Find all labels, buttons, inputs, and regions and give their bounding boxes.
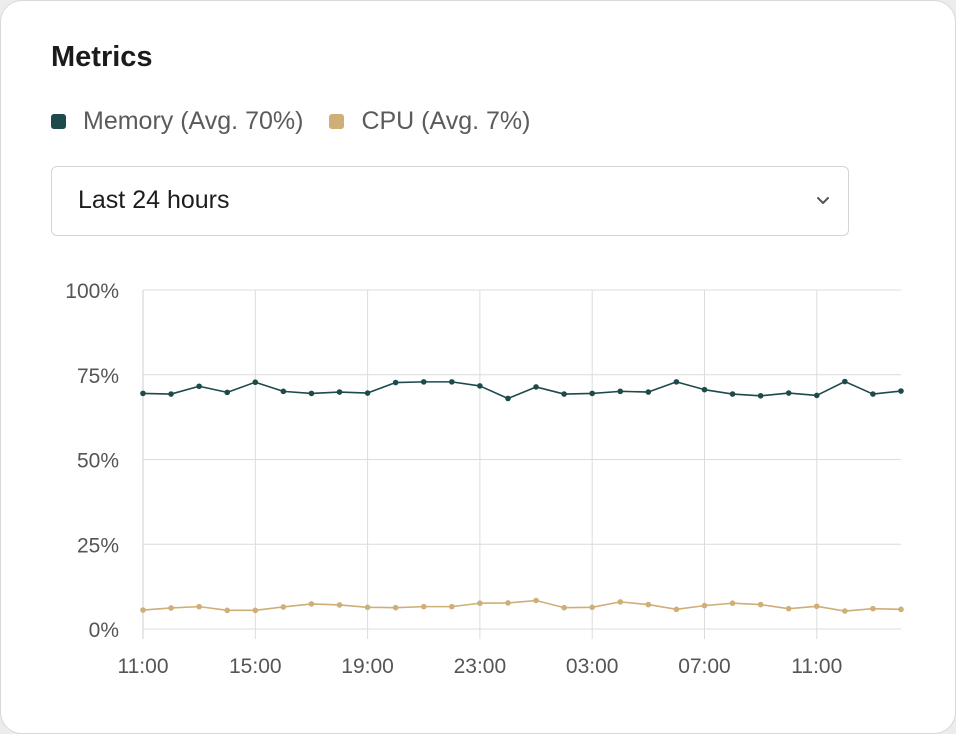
x-tick-label: 07:00	[678, 655, 731, 678]
cpu-data-point	[870, 605, 876, 612]
memory-data-point	[477, 383, 483, 389]
memory-swatch	[51, 114, 66, 129]
memory-data-point	[140, 390, 146, 397]
memory-data-point	[898, 388, 904, 394]
x-tick-label: 11:00	[791, 655, 842, 678]
cpu-data-point	[617, 599, 624, 605]
time-range-value: Last 24 hours	[78, 186, 230, 214]
cpu-swatch	[329, 114, 345, 129]
y-tick-label: 100%	[65, 280, 119, 303]
cpu-data-point	[589, 604, 595, 611]
memory-data-point	[842, 378, 848, 385]
cpu-data-point	[813, 603, 820, 610]
memory-data-point	[336, 389, 343, 395]
cpu-data-point	[477, 600, 483, 607]
cpu-data-point	[701, 602, 708, 609]
memory-data-point	[420, 379, 427, 385]
memory-data-point	[224, 389, 231, 396]
memory-data-point	[561, 391, 567, 397]
legend-item-memory[interactable]: Memory (Avg. 70%)	[51, 107, 303, 136]
memory-data-point	[729, 391, 736, 397]
cpu-data-point	[785, 605, 792, 612]
memory-data-point	[364, 390, 371, 396]
x-tick-label: 03:00	[566, 655, 619, 678]
legend-item-cpu[interactable]: CPU (Avg. 7%)	[329, 107, 530, 136]
cpu-series-line	[142, 599, 902, 612]
x-tick-label: 23:00	[454, 655, 507, 678]
memory-data-point	[168, 391, 174, 397]
cpu-data-point	[561, 604, 567, 611]
cpu-data-point	[449, 603, 455, 610]
memory-data-point	[785, 390, 792, 396]
cpu-data-point	[729, 600, 736, 607]
memory-data-point	[196, 383, 202, 390]
cpu-data-point	[168, 605, 174, 611]
memory-series-line	[142, 380, 902, 400]
cpu-data-point	[196, 603, 202, 610]
memory-data-point	[449, 379, 455, 385]
memory-data-point	[252, 379, 259, 386]
memory-data-point	[870, 391, 876, 397]
cpu-data-point	[420, 603, 427, 610]
legend-label-memory: Memory (Avg. 70%)	[83, 107, 304, 135]
y-tick-label: 25%	[77, 534, 119, 557]
chart-legend: Memory (Avg. 70%) CPU (Avg. 7%)	[51, 107, 556, 136]
time-range-select[interactable]: Last 24 hours	[51, 166, 849, 236]
cpu-data-point	[842, 608, 848, 614]
cpu-data-point	[673, 606, 680, 613]
x-tick-label: 15:00	[229, 655, 282, 678]
y-tick-label: 50%	[77, 450, 119, 473]
legend-label-cpu: CPU (Avg. 7%)	[361, 107, 531, 135]
memory-data-point	[589, 390, 595, 397]
x-tick-label: 19:00	[341, 655, 394, 678]
card-title: Metrics	[51, 41, 153, 73]
cpu-data-point	[898, 606, 904, 613]
cpu-data-point	[140, 607, 146, 613]
cpu-data-point	[252, 607, 259, 614]
memory-data-point	[505, 395, 511, 402]
cpu-data-point	[280, 604, 287, 610]
cpu-data-point	[308, 601, 315, 607]
y-tick-label: 0%	[89, 619, 119, 642]
cpu-data-point	[757, 601, 764, 608]
chevron-down-icon	[817, 197, 829, 204]
memory-data-point	[392, 379, 399, 386]
cpu-data-point	[224, 607, 231, 614]
memory-data-point	[617, 388, 624, 395]
y-tick-label: 75%	[77, 365, 119, 388]
cpu-data-point	[364, 604, 371, 611]
memory-data-point	[757, 392, 764, 399]
memory-data-point	[701, 386, 708, 393]
cpu-data-point	[533, 597, 539, 604]
memory-data-point	[308, 390, 315, 397]
memory-data-point	[673, 379, 680, 385]
memory-data-point	[813, 392, 820, 399]
memory-data-point	[280, 388, 287, 395]
memory-data-point	[645, 389, 652, 395]
x-tick-label: 11:00	[118, 655, 169, 678]
cpu-data-point	[336, 602, 343, 608]
cpu-data-point	[645, 601, 652, 608]
memory-data-point	[533, 384, 539, 390]
cpu-data-point	[505, 600, 511, 606]
cpu-data-point	[392, 604, 399, 611]
